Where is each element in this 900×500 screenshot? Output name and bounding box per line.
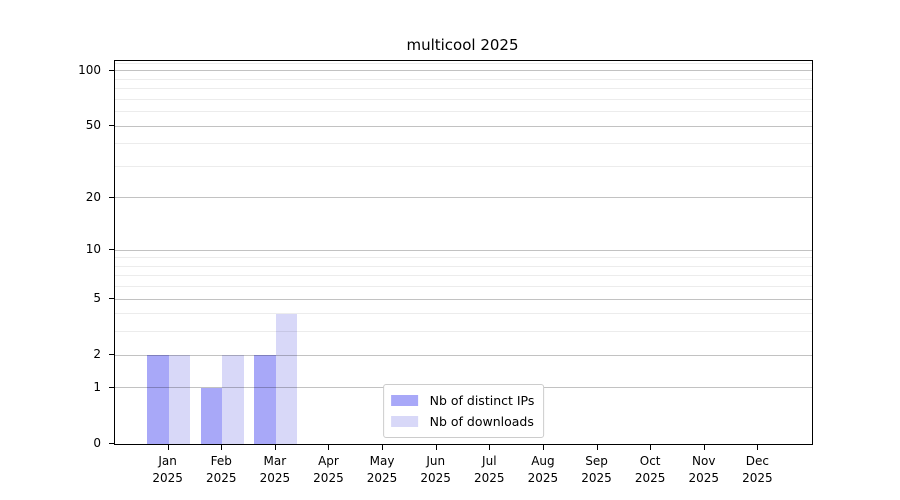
bar-distinct-ips: [254, 355, 276, 444]
x-tick-mark: [489, 445, 491, 450]
x-tick-year: 2025: [688, 471, 720, 485]
legend-row: Nb of downloads: [390, 411, 535, 432]
bar-downloads: [275, 313, 298, 444]
x-tick-month: Aug: [531, 454, 555, 468]
major-gridline: [115, 354, 812, 356]
x-tick-year: 2025: [420, 471, 451, 485]
x-tick-year: 2025: [742, 471, 773, 485]
x-tick-mark: [274, 445, 276, 450]
x-tick-month: Jun: [426, 454, 446, 468]
x-tick-month: Feb: [210, 454, 232, 468]
bar-downloads: [168, 355, 191, 444]
y-tick-mark: [109, 386, 114, 388]
y-tick-mark: [109, 69, 114, 71]
x-tick-label: Apr 2025: [301, 453, 355, 487]
x-tick-mark: [382, 445, 384, 450]
x-tick-label: Dec 2025: [730, 453, 784, 487]
x-tick-year: 2025: [259, 471, 291, 485]
minor-gridline: [115, 265, 812, 267]
bar-downloads: [222, 355, 244, 444]
y-tick-mark: [109, 196, 114, 198]
major-gridline: [115, 125, 812, 127]
bar-distinct-ips: [147, 355, 169, 444]
y-tick-mark: [109, 125, 114, 127]
legend-swatch-downloads: [390, 416, 418, 427]
x-tick-month: Mar: [263, 454, 287, 468]
minor-gridline: [115, 286, 812, 288]
legend-row: Nb of distinct IPs: [390, 390, 535, 411]
y-tick-mark: [109, 443, 114, 444]
y-tick-label: 10: [85, 242, 101, 257]
x-tick-label: Nov 2025: [677, 453, 731, 487]
plot-area: Nb of distinct IPs Nb of downloads: [114, 60, 813, 445]
x-tick-year: 2025: [634, 471, 666, 485]
x-tick-label: Mar 2025: [248, 453, 302, 487]
x-tick-mark: [328, 445, 330, 450]
minor-gridline: [115, 143, 812, 145]
x-tick-label: Aug 2025: [516, 453, 570, 487]
x-tick-mark: [596, 445, 598, 450]
major-gridline: [115, 298, 812, 300]
y-tick-label: 1: [93, 379, 101, 394]
y-tick-label: 0: [93, 436, 101, 450]
minor-gridline: [115, 275, 812, 277]
minor-gridline: [115, 62, 812, 64]
chart-title: multicool 2025: [406, 36, 519, 54]
x-tick-month: Oct: [639, 454, 661, 468]
minor-gridline: [115, 111, 812, 113]
x-tick-year: 2025: [313, 471, 344, 485]
x-tick-year: 2025: [205, 471, 237, 485]
x-tick-mark: [435, 445, 437, 450]
legend: Nb of distinct IPs Nb of downloads: [382, 384, 545, 438]
x-tick-label: Jun 2025: [409, 453, 463, 487]
y-tick-label: 50: [85, 118, 101, 133]
minor-gridline: [115, 98, 812, 100]
major-gridline: [115, 70, 812, 72]
x-tick-mark: [167, 445, 169, 450]
y-tick-label: 100: [78, 62, 101, 77]
x-tick-mark: [703, 445, 705, 450]
x-tick-label: Sep 2025: [570, 453, 624, 487]
legend-swatch-distinct-ips: [390, 395, 418, 406]
x-tick-month: Dec: [745, 454, 769, 468]
x-tick-mark: [221, 445, 223, 450]
y-tick-label: 5: [93, 291, 101, 306]
y-tick-mark: [109, 298, 114, 300]
minor-gridline: [115, 313, 812, 315]
y-tick-mark: [109, 354, 114, 356]
x-tick-year: 2025: [366, 471, 398, 485]
x-tick-mark: [542, 445, 544, 450]
x-tick-year: 2025: [527, 471, 559, 485]
major-gridline: [115, 249, 812, 251]
y-tick-label: 20: [85, 189, 101, 204]
x-tick-month: May: [369, 454, 395, 468]
minor-gridline: [115, 257, 812, 259]
x-tick-mark: [650, 445, 652, 450]
legend-label-distinct-ips: Nb of distinct IPs: [429, 393, 535, 408]
x-tick-year: 2025: [581, 471, 612, 485]
x-tick-label: Feb 2025: [194, 453, 248, 487]
x-tick-month: Nov: [692, 454, 716, 468]
x-tick-year: 2025: [474, 471, 505, 485]
x-tick-mark: [757, 445, 759, 450]
x-tick-month: Jan: [158, 454, 177, 468]
x-tick-label: May 2025: [355, 453, 409, 487]
x-tick-label: Jan 2025: [141, 453, 195, 487]
y-tick-label: 2: [93, 347, 101, 362]
bar-distinct-ips: [200, 387, 223, 444]
minor-gridline: [115, 165, 812, 167]
x-tick-label: Jul 2025: [462, 453, 516, 487]
minor-gridline: [115, 331, 812, 333]
x-tick-month: Apr: [318, 454, 339, 468]
x-tick-month: Sep: [585, 454, 608, 468]
y-tick-mark: [109, 249, 114, 251]
minor-gridline: [115, 88, 812, 90]
x-tick-month: Jul: [482, 454, 497, 468]
x-tick-year: 2025: [152, 471, 183, 485]
minor-gridline: [115, 78, 812, 80]
legend-label-downloads: Nb of downloads: [429, 414, 534, 429]
x-tick-label: Oct 2025: [623, 453, 677, 487]
major-gridline: [115, 197, 812, 199]
